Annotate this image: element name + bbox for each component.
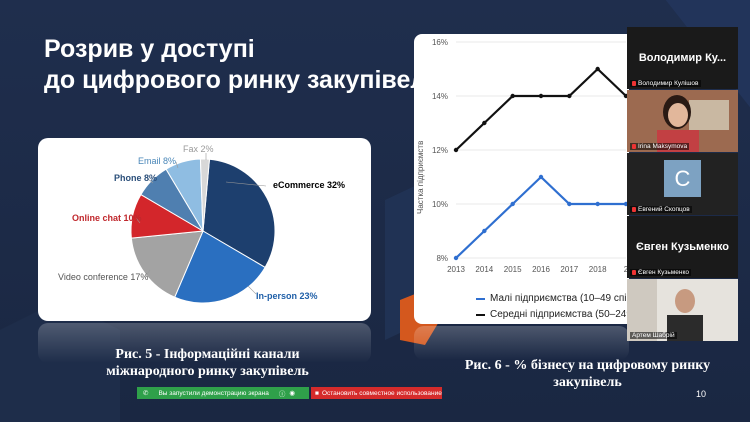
pie-label-fax: Fax 2% bbox=[183, 144, 214, 154]
legend-swatch-black bbox=[476, 313, 485, 316]
data-point bbox=[482, 120, 487, 126]
figure-5-caption: Рис. 5 - Інформаційні канали міжнародног… bbox=[106, 347, 309, 379]
legend-label-small: Малі підприємства (10–49 співро bbox=[490, 293, 643, 304]
pie-chart-card: eCommerce 32% In-person 23% Video confer… bbox=[38, 138, 371, 321]
mic-muted-icon bbox=[632, 144, 636, 149]
pin-icon: ◉ bbox=[289, 390, 295, 397]
x-tick-label: 2013 bbox=[447, 265, 465, 274]
legend-label-medium: Середні підприємства (50–249 с bbox=[490, 309, 640, 320]
pie-chart bbox=[130, 153, 276, 304]
participant-tile-2[interactable]: Irina Maksymova bbox=[627, 90, 738, 152]
legend-item-small-enterprises: Малі підприємства (10–49 співро bbox=[476, 293, 643, 304]
pie-slice-fax bbox=[199, 158, 211, 232]
y-tick-label: 12% bbox=[432, 146, 448, 155]
legend-item-medium-enterprises: Середні підприємства (50–249 с bbox=[476, 309, 640, 320]
data-point bbox=[567, 93, 572, 99]
mic-muted-icon bbox=[632, 207, 636, 212]
line-chart: Частка підприємств 16% 14% 12% 10% 8% 2013 201… bbox=[416, 38, 629, 274]
screen-share-status: ✆ Вы запустили демонстрацию экрана ⓘ ◉ bbox=[137, 387, 309, 399]
card-reflection bbox=[38, 323, 371, 363]
stop-icon: ■ bbox=[315, 389, 319, 397]
data-point bbox=[453, 147, 459, 153]
x-tick-label: 2017 bbox=[560, 265, 578, 274]
slide-title: Розрив у доступі до цифрового ринку заку… bbox=[44, 35, 442, 94]
pie-label-email: Email 8% bbox=[138, 156, 177, 166]
data-point bbox=[510, 201, 515, 207]
line-chart-card bbox=[414, 34, 629, 324]
participant-name-tag: Володимир Кулішов bbox=[630, 80, 701, 87]
x-tick-label: 2015 bbox=[504, 265, 522, 274]
x-tick-label: 2016 bbox=[532, 265, 550, 274]
data-point bbox=[453, 255, 459, 261]
participant-tile-5[interactable]: Артем Шабрій bbox=[627, 279, 738, 341]
data-point bbox=[567, 201, 572, 207]
participant-video bbox=[627, 90, 738, 152]
x-tick-label: 2018 bbox=[589, 265, 607, 274]
pie-slice-video-conference bbox=[130, 230, 204, 298]
participant-tile-3[interactable]: C Евгений Скопцов bbox=[627, 153, 738, 215]
x-tick-label: 2 bbox=[624, 265, 629, 274]
pie-label-in-person: In-person 23% bbox=[256, 291, 318, 301]
y-axis-label: Частка підприємств bbox=[416, 141, 425, 214]
participant-name-tag: Євген Кузьменко bbox=[630, 269, 691, 276]
figure-6-caption: Рис. 6 - % бізнесу на цифровому ринку за… bbox=[464, 358, 711, 390]
data-point bbox=[510, 93, 515, 99]
participant-tile-4[interactable]: Євген Кузьменко Євген Кузьменко bbox=[627, 216, 738, 278]
pie-slice-in-person bbox=[174, 230, 266, 304]
mic-muted-icon bbox=[632, 270, 636, 275]
participant-tile-1[interactable]: Володимир Ку... Володимир Кулішов bbox=[627, 27, 738, 89]
info-icon: ⓘ bbox=[278, 391, 286, 398]
series-line-0 bbox=[455, 175, 626, 259]
pie-label-online-chat: Online chat 10% bbox=[72, 213, 142, 223]
mic-muted-icon bbox=[632, 81, 636, 86]
legend-swatch-blue bbox=[476, 297, 485, 300]
y-tick-label: 16% bbox=[432, 38, 448, 47]
participant-display-name: Володимир Ку... bbox=[638, 52, 727, 64]
phone-icon: ✆ bbox=[143, 390, 149, 397]
participant-display-name: Євген Кузьменко bbox=[636, 241, 729, 253]
pie-label-phone: Phone 8% bbox=[114, 173, 158, 183]
pie-label-video-conference: Video conference 17% bbox=[58, 272, 149, 282]
y-tick-label: 14% bbox=[432, 92, 448, 101]
data-point bbox=[538, 93, 544, 99]
pie-label-ecommerce: eCommerce 32% bbox=[273, 180, 346, 190]
page-number: 10 bbox=[696, 389, 707, 399]
participant-video bbox=[627, 279, 738, 341]
avatar: C bbox=[664, 160, 701, 197]
series-line-1 bbox=[455, 67, 627, 151]
data-point bbox=[482, 228, 487, 234]
participant-name-tag: Евгений Скопцов bbox=[630, 206, 692, 213]
card-reflection-right bbox=[414, 326, 629, 360]
x-tick-label: 2014 bbox=[475, 265, 493, 274]
stop-sharing-button[interactable]: ■ Остановить совместное использование bbox=[311, 387, 442, 399]
pie-slice-ecommerce bbox=[202, 158, 276, 269]
participant-name-tag: Irina Maksymova bbox=[630, 143, 690, 150]
data-point bbox=[595, 201, 600, 207]
participant-name-tag: Артем Шабрій bbox=[630, 332, 677, 339]
data-point bbox=[595, 66, 600, 72]
y-tick-label: 8% bbox=[436, 254, 448, 263]
data-point bbox=[538, 174, 544, 180]
y-tick-label: 10% bbox=[432, 200, 448, 209]
